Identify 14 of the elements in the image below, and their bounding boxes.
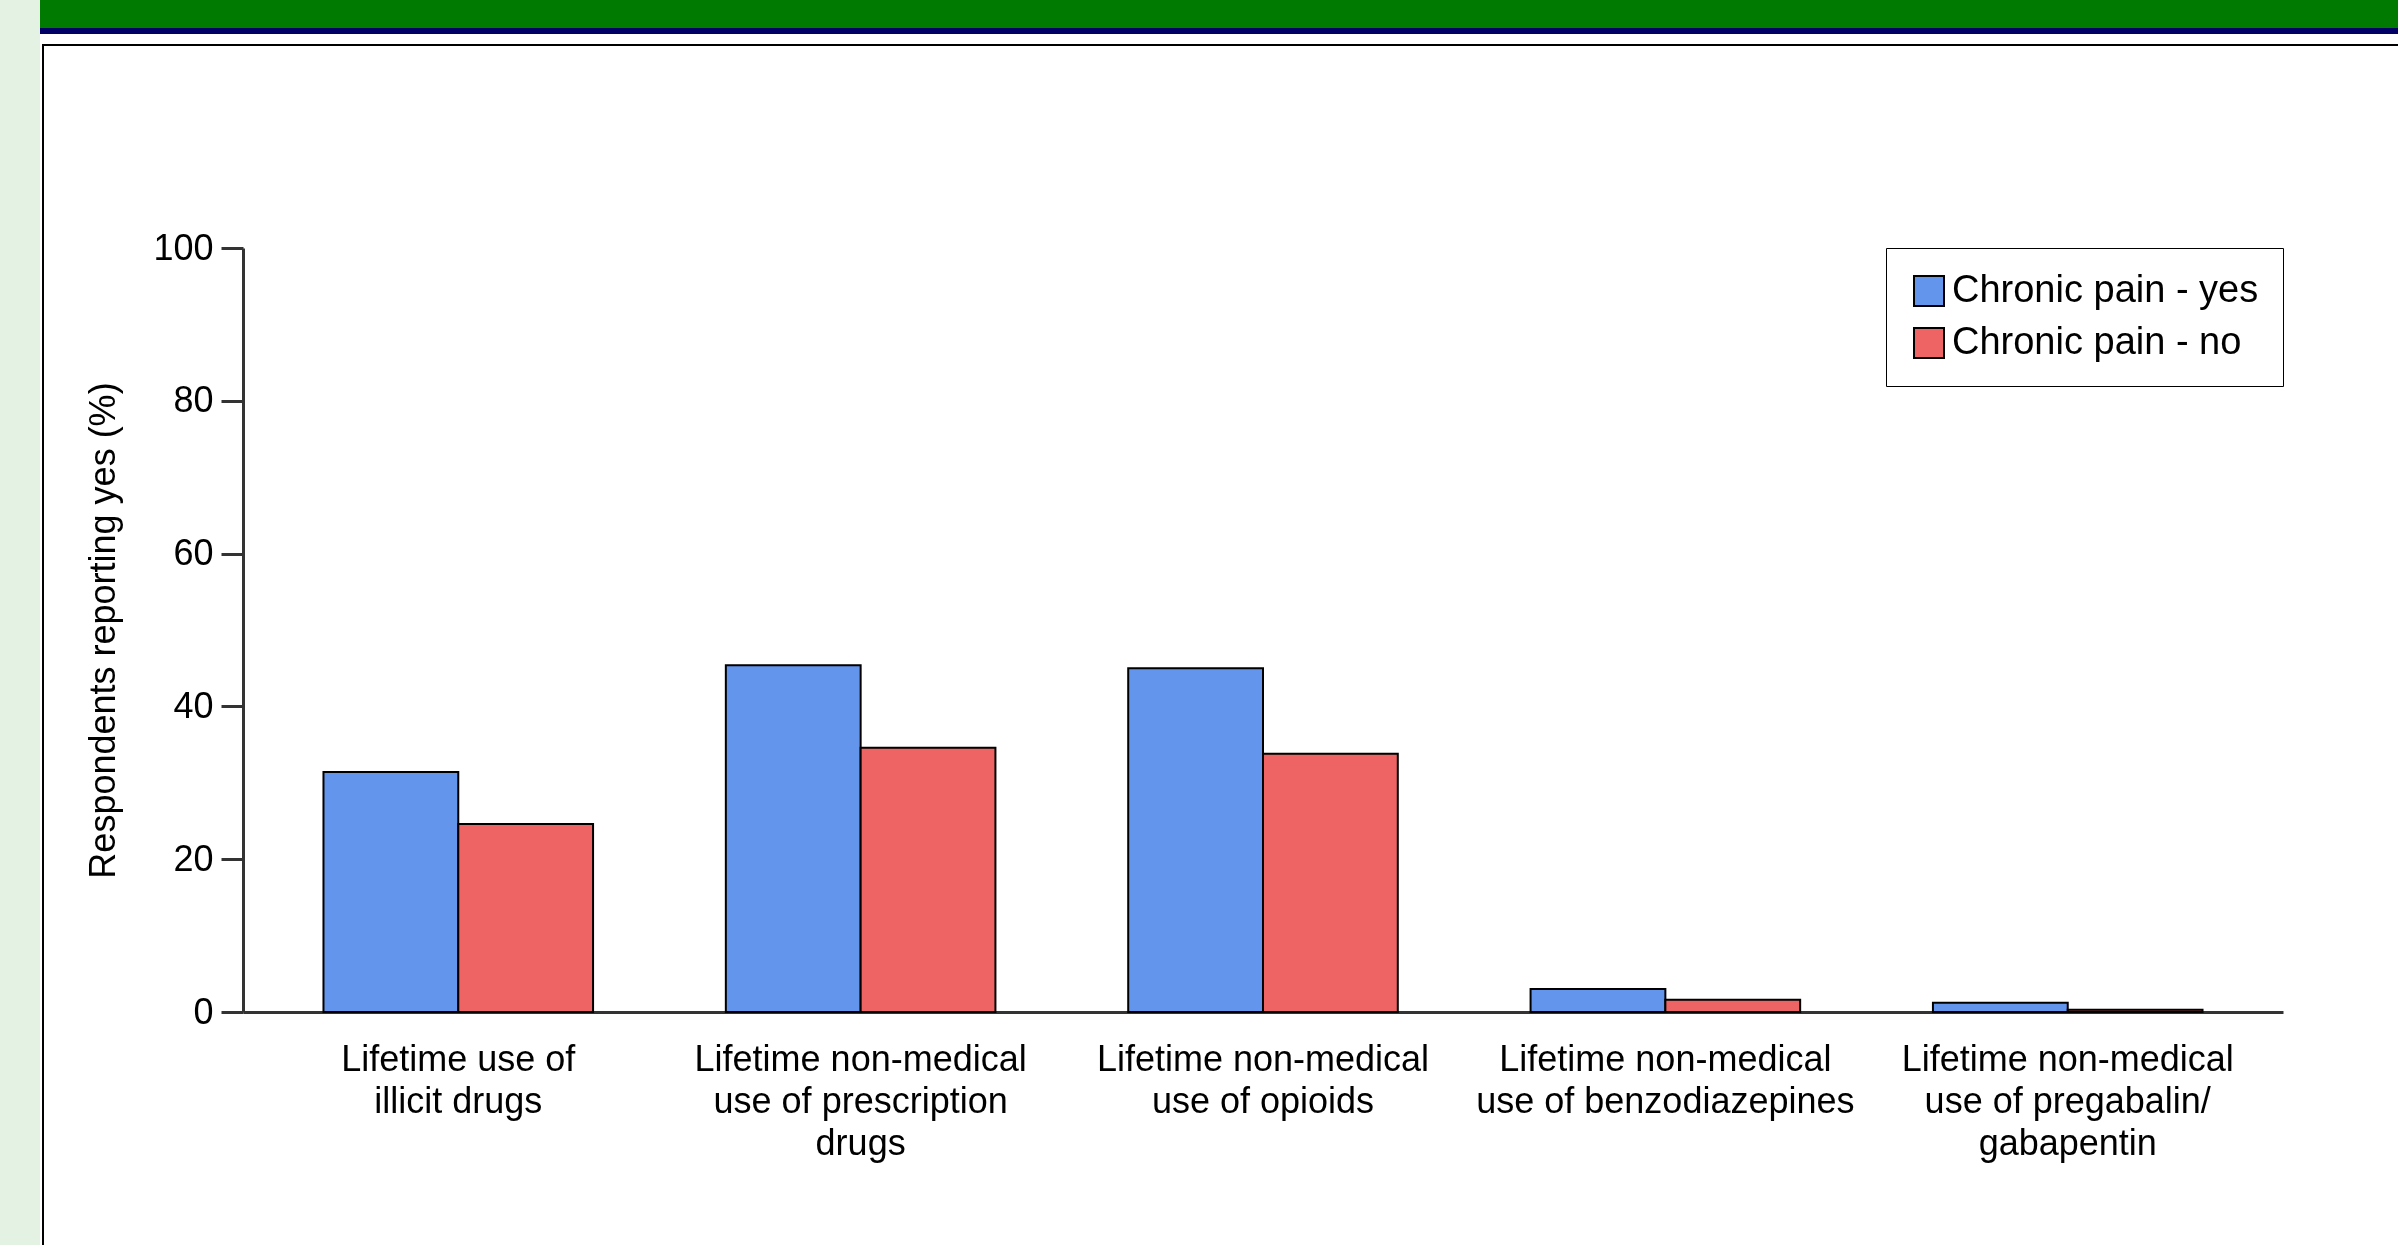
legend-label: Chronic pain - no	[1952, 320, 2242, 362]
y-axis-title: Respondents reporting yes (%)	[82, 382, 124, 879]
y-tick-label: 80	[173, 379, 214, 421]
y-tick-label: 40	[173, 684, 214, 726]
y-tick-label: 0	[193, 990, 214, 1032]
x-tick-label: Lifetime non-medical use of opioids	[1096, 1037, 1430, 1121]
x-tick-label: Lifetime non-medical use of prescription drugs	[694, 1037, 1027, 1163]
x-tick-label: Lifetime non-medical use of pregabalin/ gabapentin	[1901, 1037, 2234, 1163]
y-tick-label: 100	[153, 226, 214, 268]
x-tick-label: Lifetime non-medical use of benzodiazepines	[1476, 1037, 1855, 1121]
legend-label: Chronic pain - yes	[1952, 268, 2259, 310]
x-tick-label: Lifetime use of illicit drugs	[341, 1037, 577, 1121]
y-tick-label: 60	[173, 532, 214, 574]
y-tick-label: 20	[173, 837, 214, 879]
